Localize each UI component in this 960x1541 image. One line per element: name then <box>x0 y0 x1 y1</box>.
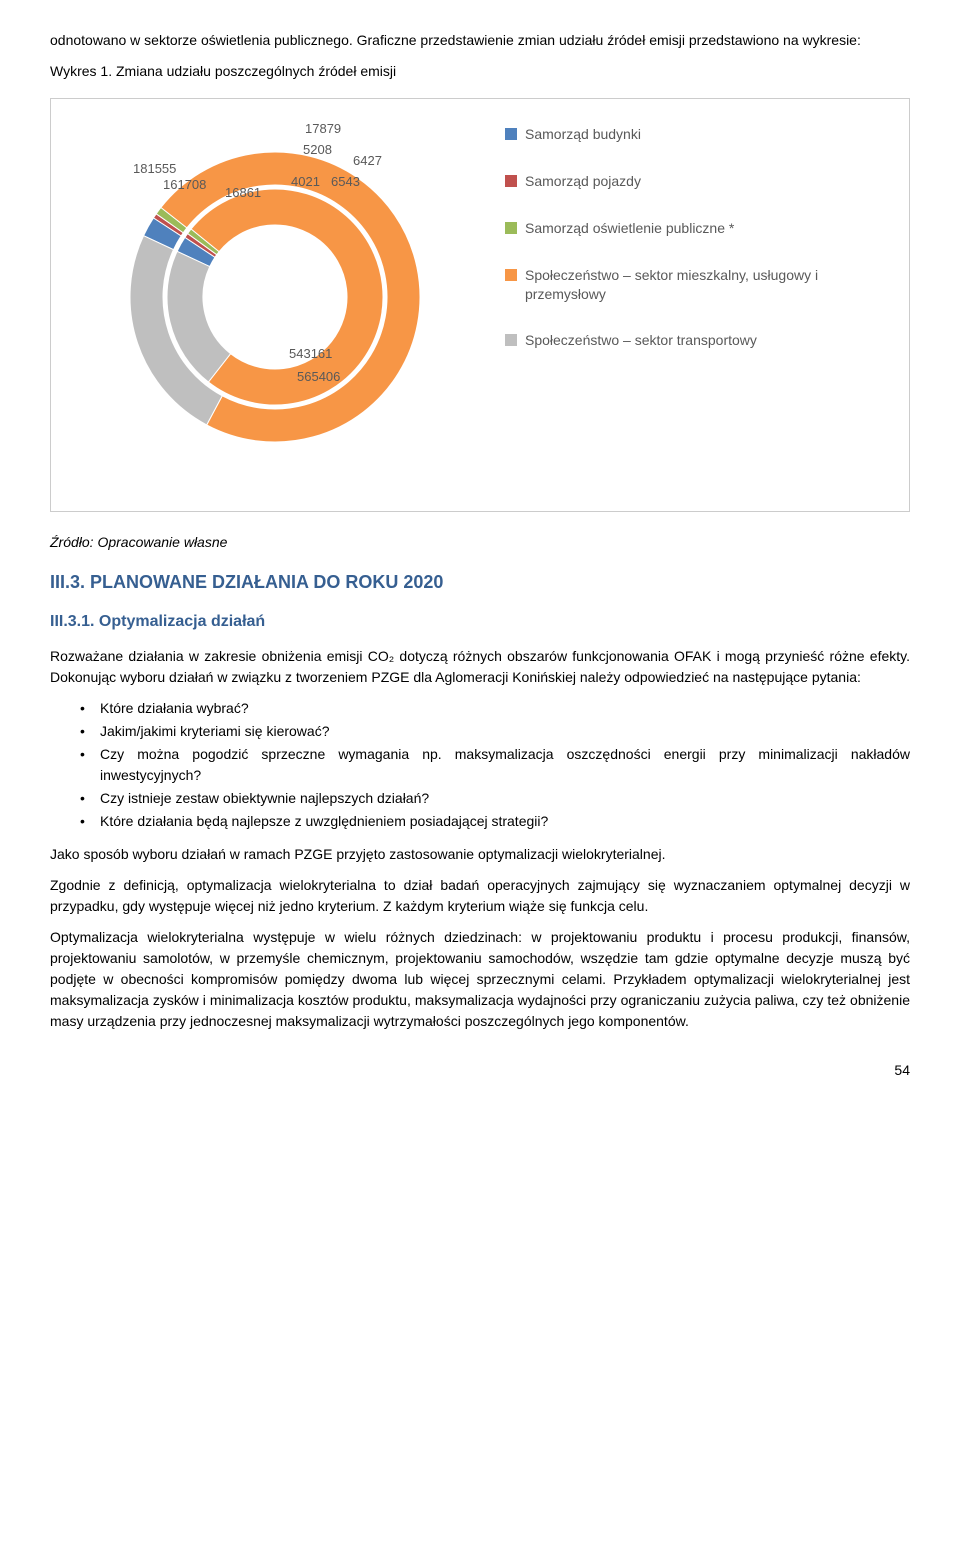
subsection-heading: III.3.1. Optymalizacja działań <box>50 610 910 634</box>
legend-swatch <box>505 269 517 281</box>
body-paragraph-2: Jako sposób wyboru działań w ramach PZGE… <box>50 844 910 865</box>
body-paragraph-4: Optymalizacja wielokryterialna występuje… <box>50 927 910 1032</box>
chart-data-label: 6543 <box>331 172 360 192</box>
legend-swatch <box>505 175 517 187</box>
legend-label: Społeczeństwo – sektor transportowy <box>525 331 757 350</box>
chart-data-label: 161708 <box>163 175 206 195</box>
chart-data-label: 4021 <box>291 172 320 192</box>
legend-item: Samorząd pojazdy <box>505 172 885 191</box>
bullet-item: Jakim/jakimi kryteriami się kierować? <box>80 721 910 742</box>
page-number: 54 <box>50 1060 910 1081</box>
chart-source: Źródło: Opracowanie własne <box>50 532 910 553</box>
bullet-item: Czy można pogodzić sprzeczne wymagania n… <box>80 744 910 786</box>
legend-swatch <box>505 128 517 140</box>
bullet-item: Czy istnieje zestaw obiektywnie najlepsz… <box>80 788 910 809</box>
legend-label: Społeczeństwo – sektor mieszkalny, usług… <box>525 266 885 304</box>
legend-item: Samorząd oświetlenie publiczne * <box>505 219 885 238</box>
bullet-list: Które działania wybrać?Jakim/jakimi kryt… <box>50 698 910 832</box>
body-paragraph-3: Zgodnie z definicją, optymalizacja wielo… <box>50 875 910 917</box>
legend-label: Samorząd oświetlenie publiczne * <box>525 219 734 238</box>
chart-legend: Samorząd budynki Samorząd pojazdy Samorząd… <box>505 117 885 487</box>
chart-data-label: 16861 <box>225 183 261 203</box>
bullet-item: Które działania wybrać? <box>80 698 910 719</box>
legend-item: Społeczeństwo – sektor mieszkalny, usług… <box>505 266 885 304</box>
chart-data-label: 5208 <box>303 140 332 160</box>
chart-container: 1787952086427402165431686118155516170854… <box>50 98 910 512</box>
legend-swatch <box>505 222 517 234</box>
legend-item: Społeczeństwo – sektor transportowy <box>505 331 885 350</box>
legend-label: Samorząd pojazdy <box>525 172 641 191</box>
chart-data-label: 543161 <box>289 344 332 364</box>
body-paragraph-1: Rozważane działania w zakresie obniżenia… <box>50 646 910 688</box>
chart-data-label: 6427 <box>353 151 382 171</box>
donut-chart: 1787952086427402165431686118155516170854… <box>75 117 475 487</box>
section-heading: III.3. PLANOWANE DZIAŁANIA DO ROKU 2020 <box>50 569 910 596</box>
chart-title: Wykres 1. Zmiana udziału poszczególnych … <box>50 61 910 82</box>
legend-label: Samorząd budynki <box>525 125 641 144</box>
chart-data-label: 17879 <box>305 119 341 139</box>
legend-swatch <box>505 334 517 346</box>
intro-paragraph: odnotowano w sektorze oświetlenia public… <box>50 30 910 51</box>
legend-item: Samorząd budynki <box>505 125 885 144</box>
bullet-item: Które działania będą najlepsze z uwzględ… <box>80 811 910 832</box>
chart-data-label: 565406 <box>297 367 340 387</box>
donut-slice <box>191 189 383 405</box>
